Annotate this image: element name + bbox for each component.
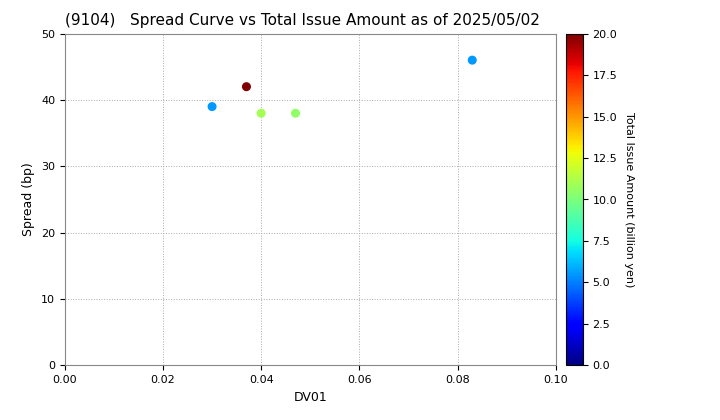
X-axis label: DV01: DV01 [293, 391, 327, 404]
Point [467, 57, 478, 63]
Text: (9104)   Spread Curve vs Total Issue Amount as of 2025/05/02: (9104) Spread Curve vs Total Issue Amoun… [65, 13, 540, 28]
Y-axis label: Total Issue Amount (billion yen): Total Issue Amount (billion yen) [624, 112, 634, 287]
Y-axis label: Spread (bp): Spread (bp) [22, 163, 35, 236]
Point [289, 110, 301, 117]
Point [240, 83, 252, 90]
Point [207, 103, 218, 110]
Point [256, 110, 267, 117]
